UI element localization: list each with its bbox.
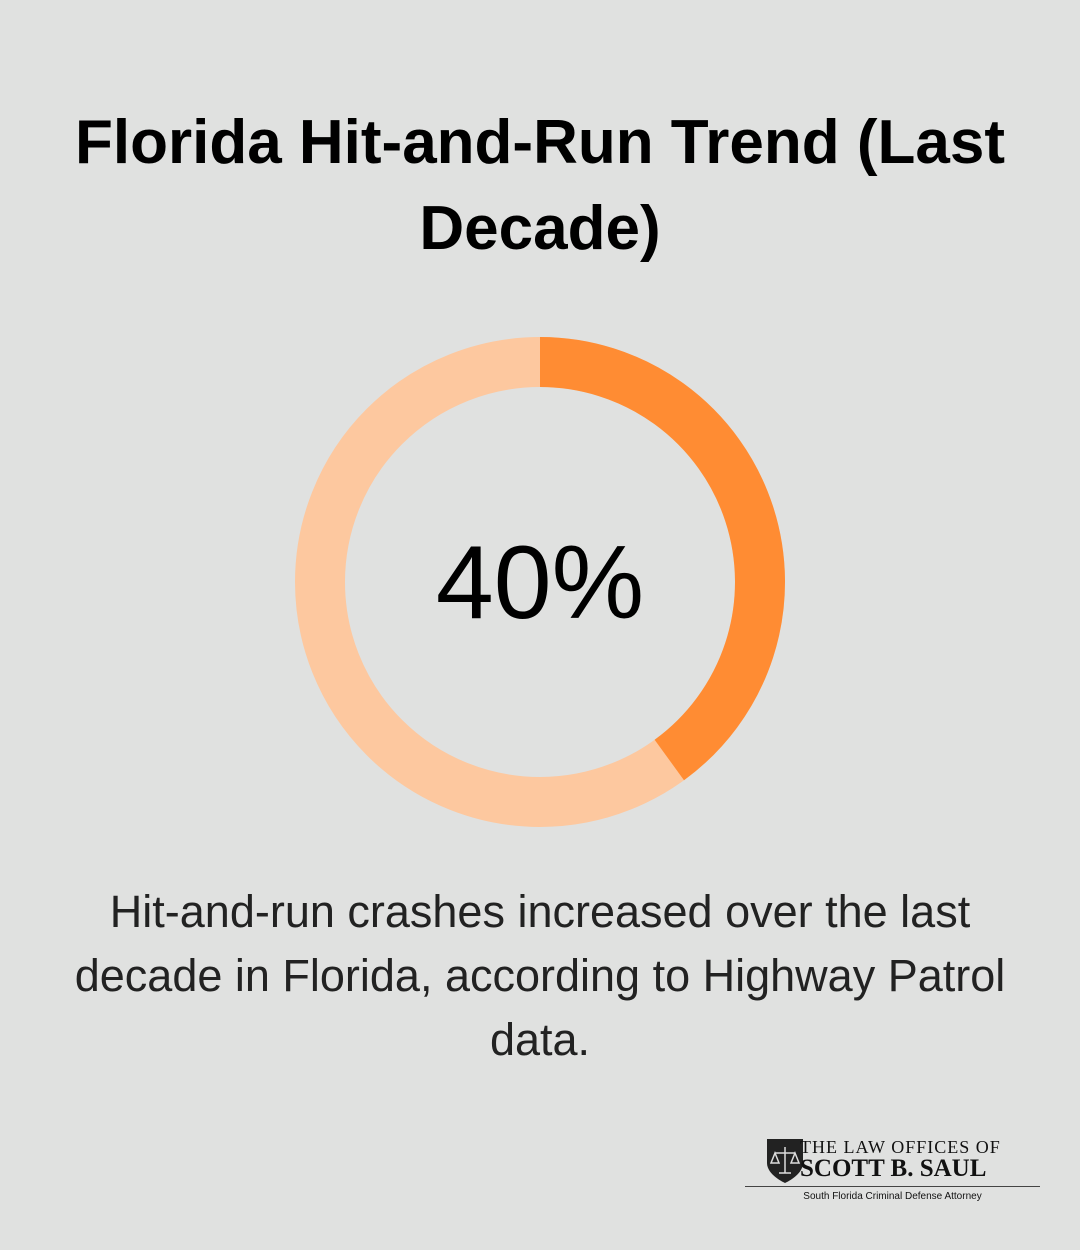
logo-rule <box>745 1186 1040 1187</box>
chart-title: Florida Hit-and-Run Trend (Last Decade) <box>75 108 1005 263</box>
donut-segment <box>539 337 785 781</box>
chart: 40% <box>295 337 785 827</box>
logo-tagline: South Florida Criminal Defense Attorney <box>803 1191 982 1202</box>
logo: THE LAW OFFICES OF SCOTT B. SAUL South F… <box>745 1133 1040 1203</box>
logo-line: THE LAW OFFICES OF <box>800 1137 1001 1157</box>
logo-name: SCOTT B. SAUL <box>800 1155 987 1182</box>
description: Hit-and-run crashes increased over the l… <box>74 886 1006 1065</box>
value-label: 40% <box>436 525 644 641</box>
shield-icon <box>767 1139 803 1183</box>
